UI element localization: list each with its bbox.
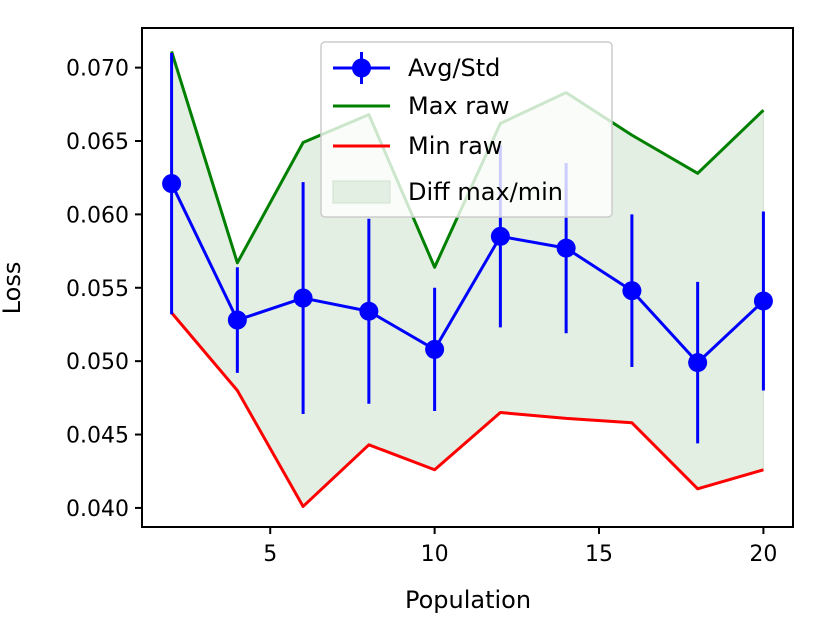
x-tick-label: 15 xyxy=(585,542,613,567)
y-tick-label: 0.060 xyxy=(66,203,129,228)
y-tick-label: 0.050 xyxy=(66,350,129,375)
axes-layer: 5 10 15 20 0.040 0.045 0.050 0.055 0.060 0.065 0.0… xyxy=(66,27,794,567)
x-tick-label: 20 xyxy=(749,542,777,567)
legend-box xyxy=(320,41,613,218)
point-avg xyxy=(227,310,247,330)
legend: Avg/Std Max raw Min raw Diff max/min xyxy=(320,41,613,218)
line-min-raw xyxy=(170,311,764,508)
x-tick-label: 10 xyxy=(421,542,449,567)
legend-label: Max raw xyxy=(408,92,509,120)
y-tick-label: 0.040 xyxy=(66,497,129,522)
legend-label: Avg/Std xyxy=(408,54,500,82)
y-tick-label: 0.070 xyxy=(66,57,129,82)
legend-handle-patch xyxy=(332,180,391,204)
point-avg xyxy=(622,281,642,301)
point-avg xyxy=(162,174,182,194)
y-tick-label: 0.045 xyxy=(66,424,129,449)
point-avg xyxy=(556,238,576,258)
point-avg xyxy=(688,353,708,373)
x-tick-label: 5 xyxy=(263,542,277,567)
legend-label: Diff max/min xyxy=(408,178,563,206)
point-avg xyxy=(490,226,510,246)
point-avg xyxy=(753,291,773,311)
y-tick-label: 0.055 xyxy=(66,277,129,302)
x-axis-label: Population xyxy=(405,586,531,614)
y-tick-label: 0.065 xyxy=(66,130,129,155)
legend-label: Min raw xyxy=(408,132,502,160)
y-axis-label: Loss xyxy=(0,262,26,315)
point-avg xyxy=(293,288,313,308)
plot-frame xyxy=(141,27,794,528)
point-avg xyxy=(425,339,445,359)
legend-handle-marker xyxy=(352,58,371,78)
line-avg xyxy=(170,182,765,365)
point-avg xyxy=(359,301,379,321)
errorbar-layer xyxy=(162,52,773,444)
